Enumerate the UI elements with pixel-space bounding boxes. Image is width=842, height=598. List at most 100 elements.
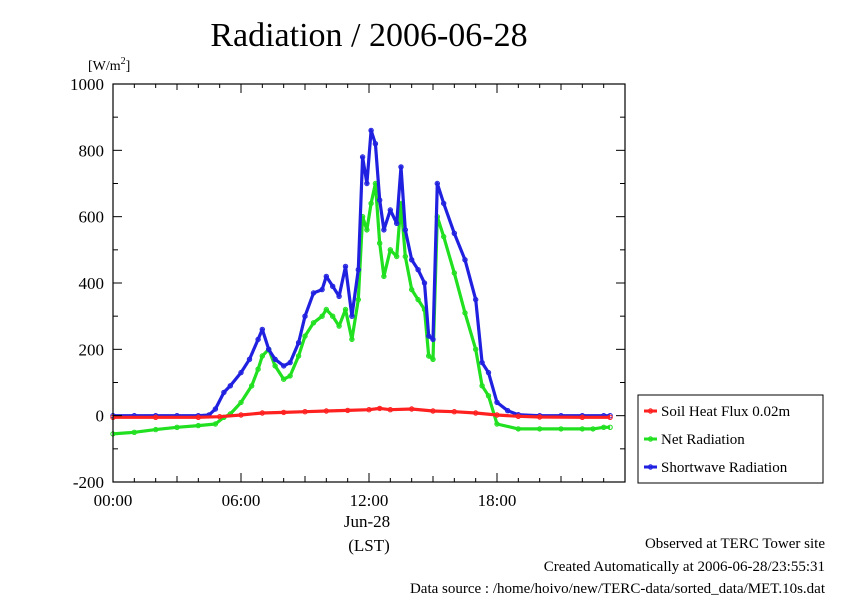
series-line xyxy=(112,181,611,436)
data-point xyxy=(415,296,421,303)
x-timezone-label: (LST) xyxy=(348,536,390,555)
legend-marker xyxy=(647,436,654,442)
data-point xyxy=(402,253,408,260)
data-point xyxy=(434,180,440,187)
footer-created: Created Automatically at 2006-06-28/23:5… xyxy=(543,559,825,575)
data-point xyxy=(387,207,393,213)
legend-marker xyxy=(647,464,654,470)
data-point xyxy=(441,233,447,240)
data-point xyxy=(272,356,278,362)
data-point xyxy=(537,414,543,420)
data-point xyxy=(281,376,287,382)
data-point xyxy=(473,346,479,352)
data-point xyxy=(505,408,511,414)
data-point xyxy=(195,414,202,420)
data-point xyxy=(537,426,543,432)
data-point xyxy=(336,293,342,299)
data-point xyxy=(345,407,351,414)
series-shortwave-radiation xyxy=(110,127,613,419)
data-point xyxy=(368,200,374,207)
data-point xyxy=(266,346,272,352)
data-point xyxy=(153,414,159,420)
data-point xyxy=(430,336,436,343)
x-tick-label: 00:00 xyxy=(94,491,133,510)
data-point xyxy=(302,409,308,415)
data-point xyxy=(377,197,383,203)
data-point xyxy=(221,389,227,396)
data-point xyxy=(212,421,219,427)
data-point xyxy=(415,267,421,273)
data-point xyxy=(381,227,387,233)
x-tick-label: 06:00 xyxy=(222,491,261,510)
data-point xyxy=(366,407,372,413)
data-point xyxy=(336,323,342,329)
data-point xyxy=(515,413,521,419)
data-point xyxy=(451,270,457,276)
data-point xyxy=(579,414,585,420)
legend-items: Soil Heat Flux 0.02m Net Radiation Shortwa… xyxy=(644,404,791,476)
data-point xyxy=(131,429,138,435)
data-point xyxy=(494,421,500,427)
legend-label: Net Radiation xyxy=(661,432,745,448)
data-point xyxy=(421,280,428,286)
data-point xyxy=(364,227,370,233)
data-point xyxy=(451,409,457,415)
data-point xyxy=(323,306,329,313)
data-point xyxy=(238,399,244,406)
data-point xyxy=(227,383,234,389)
data-point xyxy=(281,409,287,416)
chart-title: Radiation / 2006-06-28 xyxy=(210,17,527,54)
y-tick-label: 200 xyxy=(79,340,105,359)
data-point xyxy=(394,220,400,227)
data-point xyxy=(281,363,287,369)
data-point xyxy=(287,373,293,379)
data-point xyxy=(359,154,366,160)
data-point xyxy=(607,424,613,430)
series-line xyxy=(113,406,611,419)
data-point xyxy=(402,227,408,233)
series-net-radiation xyxy=(110,180,613,437)
data-point xyxy=(485,393,492,399)
data-point xyxy=(451,230,457,237)
data-point xyxy=(310,290,317,296)
data-point xyxy=(323,408,329,414)
data-point xyxy=(398,164,404,170)
data-point xyxy=(302,333,308,339)
y-axis-unit: [W/m2] xyxy=(88,56,130,74)
y-tick-label: 800 xyxy=(79,141,105,160)
data-point xyxy=(409,286,415,293)
y-tick-label: 1000 xyxy=(70,75,104,94)
y-axis-unit-text: [W/m xyxy=(88,59,121,74)
data-point xyxy=(249,383,255,389)
y-tick-label: -200 xyxy=(73,473,104,492)
y-axis-unit-sup: 2 xyxy=(121,56,126,67)
data-point xyxy=(302,313,308,319)
data-point xyxy=(342,306,349,313)
data-point xyxy=(381,273,387,280)
data-point xyxy=(590,426,596,432)
footer-source: Data source : /home/hoivo/new/TERC-data/… xyxy=(409,581,825,597)
data-point xyxy=(579,426,585,432)
y-axis: -200 0 200 400 600 800 1000 xyxy=(70,75,625,492)
data-point xyxy=(259,410,265,416)
legend-box xyxy=(637,394,824,484)
data-point xyxy=(319,313,325,319)
data-point xyxy=(153,426,159,433)
data-point xyxy=(349,313,355,319)
data-point xyxy=(607,414,613,420)
data-point xyxy=(174,424,180,430)
data-point xyxy=(259,353,265,359)
data-point xyxy=(479,359,485,366)
data-point xyxy=(558,426,564,432)
data-point xyxy=(377,240,383,246)
x-axis: 00:00 06:00 12:00 18:00 xyxy=(94,84,605,510)
footer-observed: Observed at TERC Tower site xyxy=(644,536,825,552)
legend-marker xyxy=(647,408,654,414)
data-point xyxy=(430,356,436,362)
x-tick-label: 12:00 xyxy=(350,491,389,510)
data-point xyxy=(330,313,336,319)
data-point xyxy=(515,426,521,432)
legend-label: Shortwave Radiation xyxy=(661,460,788,476)
data-point xyxy=(473,410,479,416)
